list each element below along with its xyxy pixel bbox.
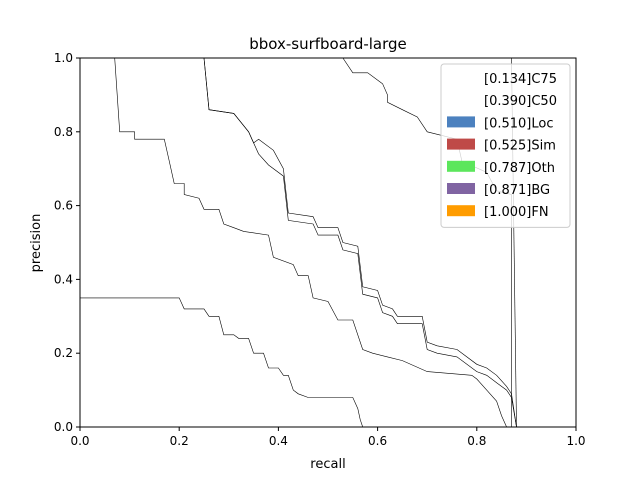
curve--0-390-c50 <box>114 57 507 428</box>
legend-swatch <box>447 138 475 150</box>
legend-label: [0.787]Oth <box>484 161 555 176</box>
x-tick-label: 0.4 <box>269 434 288 448</box>
y-tick-label: 0.2 <box>54 346 73 360</box>
legend-swatch <box>447 116 475 128</box>
x-tick-label: 0.2 <box>170 434 189 448</box>
plot-frame <box>79 57 577 428</box>
y-tick-label: 0.0 <box>54 420 73 434</box>
legend-swatch <box>447 183 475 194</box>
chart-title: bbox-surfboard-large <box>249 35 407 53</box>
legend-label: [0.134]C75 <box>484 72 557 87</box>
legend-label: [0.390]C50 <box>484 94 557 109</box>
axes: 0.0 0.2 0.4 0.6 0.8 1.0 0.0 0.2 0.4 0.6 0.8 1.0 <box>54 51 586 448</box>
legend-label: [0.871]BG <box>484 183 550 198</box>
curve--0-510-loc <box>203 57 517 428</box>
x-tick-label: 1.0 <box>566 434 585 448</box>
x-tick-label: 0.8 <box>467 434 486 448</box>
legend-label: [0.510]Loc <box>484 116 553 131</box>
curve--0-134-c75 <box>80 297 363 428</box>
legend-swatch <box>447 205 475 217</box>
y-axis-label: precision <box>29 214 44 273</box>
x-tick-label: 0.0 <box>70 434 89 448</box>
legend-swatch <box>447 160 475 172</box>
y-tick-label: 0.6 <box>54 199 73 213</box>
x-axis-label: recall <box>310 457 345 472</box>
y-tick-label: 0.4 <box>54 272 73 286</box>
y-tick-label: 1.0 <box>54 51 73 65</box>
y-tick-label: 0.8 <box>54 125 73 139</box>
legend-swatch <box>447 72 475 83</box>
legend-label: [1.000]FN <box>484 205 549 220</box>
legend-swatch <box>447 94 475 106</box>
curve--0-525-sim <box>203 57 517 428</box>
x-tick-label: 0.6 <box>368 434 387 448</box>
legend: [0.134]C75 [0.390]C50 [0.510]Loc [0.525]Sim… <box>440 63 571 228</box>
legend-label: [0.525]Sim <box>484 139 556 154</box>
